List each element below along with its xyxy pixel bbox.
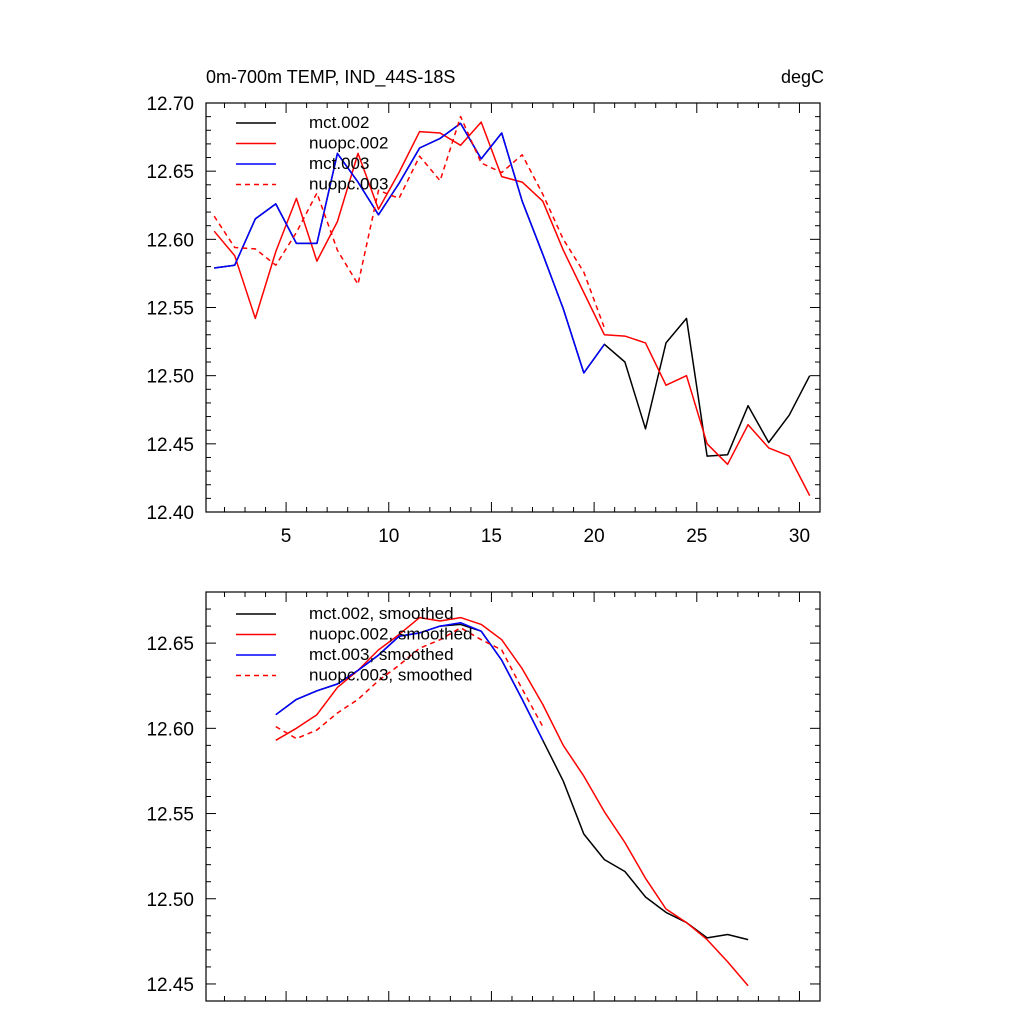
legend-label: mct.002, smoothed — [309, 604, 454, 623]
legend: mct.002, smoothed nuopc.002, smoothedmct.… — [236, 604, 473, 685]
y-tick-label: 12.60 — [146, 230, 194, 251]
series-line-mct-003-smoothed — [275, 621, 544, 741]
legend-label: nuopc.003, smoothed — [309, 666, 473, 685]
y-tick-label: 12.55 — [146, 805, 194, 826]
legend-label: nuopc.003 — [309, 175, 388, 194]
legend-label: mct.003, smoothed — [309, 645, 454, 664]
y-tick-label: 12.45 — [146, 975, 194, 996]
plot-frame — [205, 102, 821, 513]
x-tick-label: 20 — [584, 526, 605, 547]
legend-label: nuopc.002 — [309, 134, 388, 153]
chart-title: 0m-700m TEMP, IND_44S-18S — [206, 67, 455, 88]
ticks-layer: 5 10 15 20 25 30 12.40 12.45 12.50 12.55 12.60 12.6… — [146, 94, 821, 547]
series-layer — [213, 115, 811, 496]
legend-label: mct.003 — [309, 154, 369, 173]
y-tick-label: 12.50 — [146, 890, 194, 911]
legend-label: nuopc.002, smoothed — [309, 625, 473, 644]
panel-bottom: 12.45 12.50 12.55 12.60 12.65 mct.002, smoot… — [146, 591, 821, 1002]
series-line-nuopc-002 — [213, 121, 811, 496]
y-tick-label: 12.70 — [146, 94, 194, 115]
y-tick-label: 12.40 — [146, 503, 194, 524]
y-tick-label: 12.50 — [146, 367, 194, 388]
y-tick-label: 12.55 — [146, 299, 194, 320]
units-label: degC — [781, 67, 824, 87]
legend-label: mct.002 — [309, 113, 369, 132]
plot-frame — [205, 591, 821, 1002]
x-tick-label: 30 — [789, 526, 810, 547]
series-line-nuopc-003-smoothed — [275, 627, 544, 740]
series-layer — [275, 616, 749, 987]
series-line-mct-002 — [214, 122, 811, 457]
x-tick-label: 25 — [686, 526, 707, 547]
y-tick-label: 12.65 — [146, 162, 194, 183]
x-tick-label: 5 — [281, 526, 292, 547]
y-tick-label: 12.65 — [146, 634, 194, 655]
x-tick-label: 10 — [378, 526, 399, 547]
series-line-nuopc-003 — [213, 115, 606, 329]
panel-top: 0m-700m TEMP, IND_44S-18S degC 5 10 15 20 25… — [146, 67, 824, 547]
ticks-layer: 12.45 12.50 12.55 12.60 12.65 — [146, 591, 821, 1002]
series-line-mct-003 — [214, 122, 606, 374]
y-tick-label: 12.60 — [146, 719, 194, 740]
x-tick-label: 15 — [481, 526, 502, 547]
y-tick-label: 12.45 — [146, 435, 194, 456]
